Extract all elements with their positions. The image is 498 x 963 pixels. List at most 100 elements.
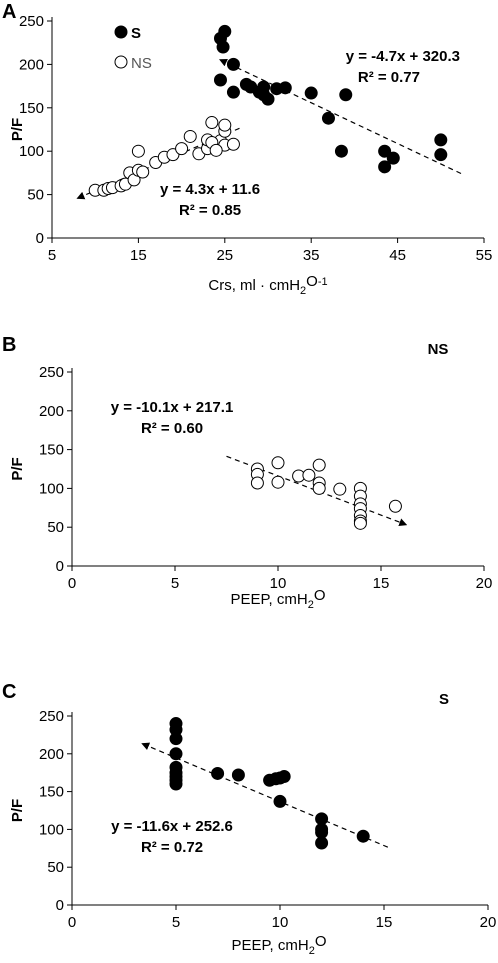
legend-marker-s [114,25,128,39]
x-axis-title: Crs, ml · cmH2O-1 [208,273,327,297]
data-point-s [277,769,291,783]
data-point-ns [136,165,150,179]
panel-label: C [2,681,16,703]
data-point-s [231,768,245,782]
data-point-ns [183,129,197,143]
y-tick-label: 0 [36,230,44,247]
data-point-ns [312,481,326,495]
data-point-s [334,144,348,158]
data-point-ns [312,458,326,472]
y-tick-label: 200 [39,403,64,420]
data-point-s [169,747,183,761]
data-point-s [169,777,183,791]
y-tick-label: 150 [19,100,44,117]
data-point-ns [353,516,367,530]
data-point-ns [271,456,285,470]
y-tick-label: 250 [19,13,44,30]
data-point-s [434,148,448,162]
group-label: NS [428,341,449,358]
x-axis-title: PEEP, cmH2O [231,933,326,957]
y-tick-label: 100 [19,143,44,160]
y-tick-label: 250 [39,364,64,381]
y-axis-title: P/F [9,457,26,480]
data-point-s [304,86,318,100]
x-tick-label: 10 [270,575,287,592]
data-point-s [434,133,448,147]
y-tick-label: 50 [27,187,44,204]
y-tick-label: 250 [39,708,64,725]
y-tick-label: 0 [56,558,64,575]
data-point-s [321,111,335,125]
x-axis-title: PEEP, cmH2O [230,587,325,611]
data-point-s [257,80,271,94]
y-tick-label: 0 [56,897,64,914]
x-axis-title-part: O [315,933,327,950]
data-point-s [213,73,227,87]
panel-label: A [2,1,16,23]
legend-label-ns: NS [131,55,152,72]
x-axis-title-part: PEEP, cmH [231,937,308,954]
data-point-s [226,57,240,71]
trendline-r2: R² = 0.85 [179,202,241,219]
x-axis-title-part: 2 [300,285,306,297]
data-point-s [315,836,329,850]
data-point-s [273,794,287,808]
x-tick-label: 20 [480,914,497,931]
x-axis-title-part: O [306,273,318,290]
data-point-ns [388,499,402,513]
x-tick-label: 10 [272,914,289,931]
x-tick-label: 5 [48,247,56,264]
y-tick-label: 100 [39,480,64,497]
data-point-s [356,829,370,843]
panel-a: A 0 50 100 150 200 250 5 15 25 35 45 55 P/F Crs, ml · … [2,1,492,297]
x-tick-label: 25 [216,247,233,264]
data-point-ns [250,476,264,490]
panel-label: B [2,334,16,356]
y-tick-label: 200 [19,56,44,73]
y-tick-label: 50 [47,519,64,536]
trendline-r2: R² = 0.60 [141,420,203,437]
trendline-equation: y = -10.1x + 217.1 [111,399,234,416]
trendline-equation: y = 4.3x + 11.6 [160,181,260,198]
x-tick-label: 45 [389,247,406,264]
data-point-ns [175,142,189,156]
data-point-s [386,151,400,165]
data-point-s [378,160,392,174]
x-tick-label: 15 [130,247,147,264]
y-tick-label: 150 [39,442,64,459]
data-point-ns [218,118,232,132]
x-tick-label: 5 [172,914,180,931]
data-point-s [226,85,240,99]
data-point-ns [209,143,223,157]
x-tick-label: 0 [68,914,76,931]
data-point-ns [131,144,145,158]
data-point-ns [333,482,347,496]
data-point-s [278,81,292,95]
x-tick-label: 15 [376,914,393,931]
y-axis-title: P/F [9,799,26,822]
data-point-ns [271,475,285,489]
x-axis-title-part: -1 [318,276,328,288]
data-point-ns [302,468,316,482]
x-tick-label: 5 [171,575,179,592]
y-tick-label: 100 [39,821,64,838]
data-point-ns [226,137,240,151]
x-tick-label: 35 [303,247,320,264]
x-axis-title-part: O [314,587,326,604]
x-tick-label: 0 [68,575,76,592]
x-axis-title-part: PEEP, cmH [230,591,307,608]
x-axis-title-part: 2 [309,945,315,957]
y-tick-label: 200 [39,746,64,763]
trendline-equation: y = -4.7x + 320.3 [346,48,460,65]
x-tick-label: 20 [476,575,493,592]
data-point-s [339,88,353,102]
legend-marker-ns [114,55,128,69]
group-label: S [439,691,449,708]
y-axis-title: P/F [9,118,26,141]
y-tick-label: 50 [47,859,64,876]
legend-label-s: S [131,25,141,42]
data-point-s [211,766,225,780]
